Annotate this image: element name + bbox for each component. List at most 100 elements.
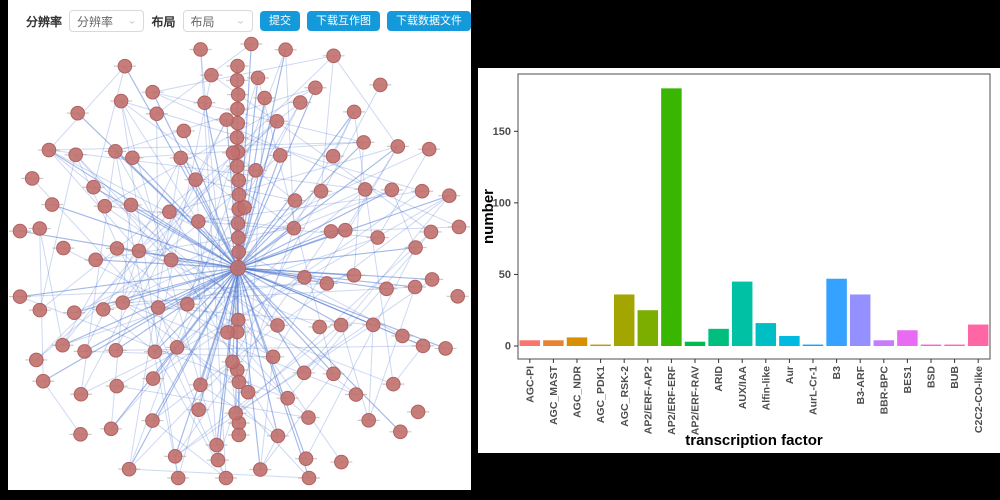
network-node[interactable] [250, 70, 266, 86]
network-node[interactable] [190, 214, 206, 229]
network-node[interactable] [66, 305, 82, 320]
network-node[interactable] [169, 340, 185, 355]
network-node[interactable] [108, 342, 124, 358]
network-node[interactable] [210, 452, 226, 468]
network-node[interactable] [176, 123, 192, 139]
network-node[interactable] [272, 148, 288, 163]
network-node[interactable] [334, 454, 349, 470]
network-node[interactable] [125, 150, 140, 166]
network-node[interactable] [451, 219, 467, 235]
network-node[interactable] [386, 376, 401, 392]
network-node[interactable] [292, 95, 308, 110]
network-node[interactable] [312, 319, 327, 335]
network-node[interactable] [147, 344, 163, 360]
network-node[interactable] [86, 179, 101, 195]
network-node[interactable] [103, 421, 119, 437]
network-node[interactable] [278, 42, 293, 58]
network-node[interactable] [218, 470, 234, 486]
network-node[interactable] [230, 312, 246, 328]
network-node[interactable] [97, 198, 113, 214]
network-node[interactable] [229, 158, 245, 174]
layout-select[interactable]: 布局 ⌄ [182, 10, 253, 32]
download-data-button[interactable]: 下载数据文件 [387, 11, 471, 31]
network-node[interactable] [407, 279, 423, 295]
network-node[interactable] [280, 390, 295, 406]
network-node[interactable] [108, 144, 123, 159]
network-node[interactable] [188, 172, 203, 187]
network-node[interactable] [150, 300, 166, 315]
network-node[interactable] [88, 252, 103, 268]
network-node[interactable] [270, 318, 285, 333]
network-node[interactable] [193, 377, 208, 393]
network-node[interactable] [231, 244, 247, 260]
network-node[interactable] [230, 87, 246, 102]
network-node[interactable] [395, 328, 410, 344]
network-node[interactable] [55, 337, 70, 353]
network-node[interactable] [248, 163, 263, 178]
network-node[interactable] [219, 112, 234, 127]
network-node[interactable] [44, 197, 60, 212]
network-node[interactable] [225, 145, 241, 161]
network-node[interactable] [28, 352, 44, 368]
network-node[interactable] [308, 80, 323, 96]
network-node[interactable] [372, 77, 388, 93]
network-node[interactable] [356, 135, 371, 150]
network-node[interactable] [230, 230, 246, 245]
network-node[interactable] [265, 349, 281, 365]
network-node[interactable] [286, 220, 302, 236]
network-node[interactable] [113, 93, 129, 109]
network-node[interactable] [109, 241, 125, 256]
network-node[interactable] [220, 325, 235, 340]
network-node[interactable] [287, 193, 303, 208]
network-node[interactable] [32, 221, 47, 236]
network-node[interactable] [149, 106, 164, 122]
network-node[interactable] [326, 366, 341, 382]
network-node[interactable] [163, 252, 179, 268]
network-node[interactable] [24, 171, 40, 186]
network-node[interactable] [230, 101, 245, 117]
network-node[interactable] [231, 427, 247, 443]
network-node[interactable] [326, 48, 341, 64]
network-node[interactable] [441, 188, 457, 204]
network-node[interactable] [35, 373, 51, 389]
network-node[interactable] [408, 240, 423, 255]
network-node[interactable] [73, 427, 88, 442]
network-node[interactable] [204, 67, 219, 83]
network-node[interactable] [297, 270, 312, 285]
network-node[interactable] [162, 204, 177, 220]
network-node[interactable] [319, 276, 335, 291]
network-node[interactable] [32, 302, 48, 318]
network-node[interactable] [173, 150, 189, 166]
network-node[interactable] [348, 387, 364, 402]
download-graph-button[interactable]: 下载互作图 [307, 11, 380, 31]
network-node[interactable] [12, 289, 28, 304]
network-node[interactable] [209, 437, 224, 453]
network-node[interactable] [230, 260, 246, 276]
network-node[interactable] [115, 295, 131, 310]
network-node[interactable] [229, 130, 245, 145]
network-node[interactable] [229, 73, 245, 88]
network-node[interactable] [424, 272, 440, 287]
network-node[interactable] [123, 197, 139, 213]
network-node[interactable] [379, 281, 394, 297]
network-node[interactable] [225, 354, 240, 370]
network-node[interactable] [77, 344, 92, 359]
network-node[interactable] [270, 428, 286, 444]
network-node[interactable] [170, 470, 186, 486]
network-node[interactable] [145, 371, 161, 386]
network-node[interactable] [313, 183, 329, 199]
network-node[interactable] [301, 410, 316, 425]
network-node[interactable] [197, 95, 212, 111]
network-node[interactable] [228, 405, 243, 421]
network-node[interactable] [393, 424, 408, 440]
network-node[interactable] [179, 296, 195, 312]
network-node[interactable] [296, 365, 312, 381]
network-node[interactable] [231, 187, 247, 203]
network-node[interactable] [12, 223, 28, 239]
network-node[interactable] [193, 42, 208, 57]
network-node[interactable] [230, 58, 245, 74]
network-node[interactable] [145, 413, 160, 428]
network-node[interactable] [68, 147, 84, 163]
network-node[interactable] [117, 58, 133, 74]
network-node[interactable] [41, 142, 57, 158]
